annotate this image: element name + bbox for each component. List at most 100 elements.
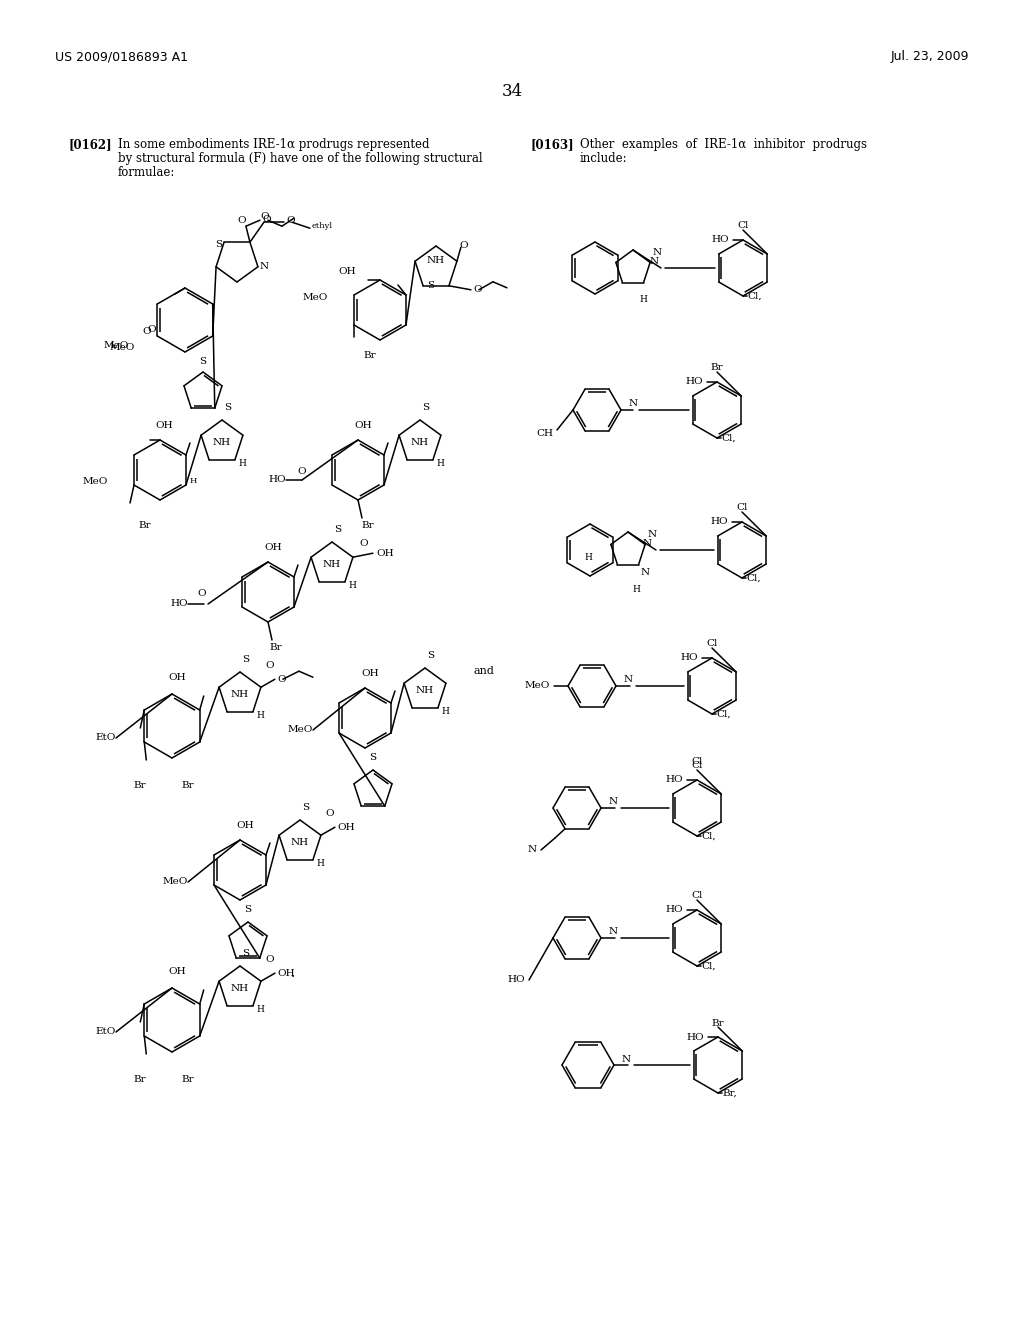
Text: MeO: MeO xyxy=(163,878,188,887)
Text: S: S xyxy=(242,655,249,664)
Text: S: S xyxy=(242,949,249,958)
Text: US 2009/0186893 A1: US 2009/0186893 A1 xyxy=(55,50,188,63)
Text: O: O xyxy=(238,215,246,224)
Text: O: O xyxy=(262,215,270,223)
Text: .: . xyxy=(291,966,295,981)
Text: OH: OH xyxy=(155,421,173,430)
Text: OH: OH xyxy=(168,968,185,977)
Text: N: N xyxy=(641,568,649,577)
Text: [0163]: [0163] xyxy=(530,139,573,150)
Text: Cl: Cl xyxy=(736,503,748,512)
Text: O: O xyxy=(359,539,368,548)
Text: Cl,: Cl, xyxy=(701,961,716,970)
Text: OH: OH xyxy=(361,669,379,678)
Text: HO: HO xyxy=(268,475,286,484)
Text: MeO: MeO xyxy=(103,342,129,351)
Text: OH: OH xyxy=(337,822,354,832)
Text: O: O xyxy=(198,590,206,598)
Text: and: and xyxy=(474,667,495,676)
Text: OH: OH xyxy=(376,549,393,558)
Text: MeO: MeO xyxy=(83,478,108,487)
Text: S: S xyxy=(427,281,434,290)
Text: HO: HO xyxy=(711,517,728,527)
Text: HO: HO xyxy=(680,653,698,663)
Text: MeO: MeO xyxy=(110,343,135,352)
Text: Cl: Cl xyxy=(691,762,702,771)
Text: Cl: Cl xyxy=(737,222,749,231)
Text: O: O xyxy=(298,467,306,477)
Text: NH: NH xyxy=(427,256,445,265)
Text: N: N xyxy=(622,1055,631,1064)
Text: N: N xyxy=(643,540,652,549)
Text: NH: NH xyxy=(291,838,309,847)
Text: S: S xyxy=(200,356,207,366)
Text: NH: NH xyxy=(323,560,341,569)
Text: Jul. 23, 2009: Jul. 23, 2009 xyxy=(891,50,969,63)
Text: H: H xyxy=(633,585,641,594)
Text: NH: NH xyxy=(231,983,249,993)
Text: MeO: MeO xyxy=(524,681,550,690)
Text: ethyl: ethyl xyxy=(312,222,333,230)
Text: N: N xyxy=(609,928,618,936)
Text: H: H xyxy=(442,708,450,717)
Text: OH: OH xyxy=(236,821,254,830)
Text: O: O xyxy=(142,327,152,337)
Text: H: H xyxy=(437,459,444,469)
Text: N: N xyxy=(260,263,269,272)
Text: OH: OH xyxy=(276,969,295,978)
Text: O: O xyxy=(473,285,481,294)
Text: S: S xyxy=(224,403,231,412)
Text: S: S xyxy=(215,240,222,248)
Text: HO: HO xyxy=(666,906,683,915)
Text: HO: HO xyxy=(507,975,525,985)
Text: Cl,: Cl, xyxy=(721,433,735,442)
Text: H: H xyxy=(190,477,198,484)
Text: HO: HO xyxy=(666,776,683,784)
Text: HO: HO xyxy=(685,378,703,387)
Text: N: N xyxy=(528,846,537,854)
Text: [0162]: [0162] xyxy=(68,139,112,150)
Text: H: H xyxy=(640,294,647,304)
Text: N: N xyxy=(650,257,659,267)
Text: 34: 34 xyxy=(502,83,522,100)
Text: by structural formula (F) have one of the following structural: by structural formula (F) have one of th… xyxy=(118,152,482,165)
Text: formulae:: formulae: xyxy=(118,166,175,180)
Text: MeO: MeO xyxy=(288,726,313,734)
Text: O: O xyxy=(459,240,468,249)
Text: HO: HO xyxy=(712,235,729,244)
Text: H: H xyxy=(349,581,356,590)
Text: O: O xyxy=(147,326,156,334)
Text: CH: CH xyxy=(536,429,553,438)
Text: O: O xyxy=(265,661,273,669)
Text: O: O xyxy=(260,211,268,220)
Text: EtO: EtO xyxy=(95,1027,116,1036)
Text: NH: NH xyxy=(416,686,434,696)
Text: N: N xyxy=(647,529,656,539)
Text: MeO: MeO xyxy=(303,293,328,302)
Text: O: O xyxy=(276,675,286,684)
Text: Br: Br xyxy=(364,351,376,360)
Text: OH: OH xyxy=(354,421,372,430)
Text: Cl: Cl xyxy=(691,891,702,900)
Text: Cl,: Cl, xyxy=(716,710,731,718)
Text: OH: OH xyxy=(264,544,282,553)
Text: S: S xyxy=(245,906,252,913)
Text: Cl: Cl xyxy=(691,758,702,767)
Text: In some embodiments IRE-1α prodrugs represented: In some embodiments IRE-1α prodrugs repr… xyxy=(118,139,429,150)
Text: O: O xyxy=(265,954,273,964)
Text: N: N xyxy=(624,676,633,685)
Text: Br: Br xyxy=(711,363,723,372)
Text: Cl,: Cl, xyxy=(701,832,716,841)
Text: S: S xyxy=(302,803,309,812)
Text: NH: NH xyxy=(231,690,249,700)
Text: EtO: EtO xyxy=(95,734,116,742)
Text: H: H xyxy=(239,459,247,469)
Text: HO: HO xyxy=(686,1032,705,1041)
Text: NH: NH xyxy=(213,438,231,447)
Text: Br: Br xyxy=(134,1076,146,1085)
Text: S: S xyxy=(427,651,434,660)
Text: N: N xyxy=(629,400,638,408)
Text: H: H xyxy=(317,859,325,869)
Text: Br: Br xyxy=(138,520,152,529)
Text: O: O xyxy=(325,809,334,817)
